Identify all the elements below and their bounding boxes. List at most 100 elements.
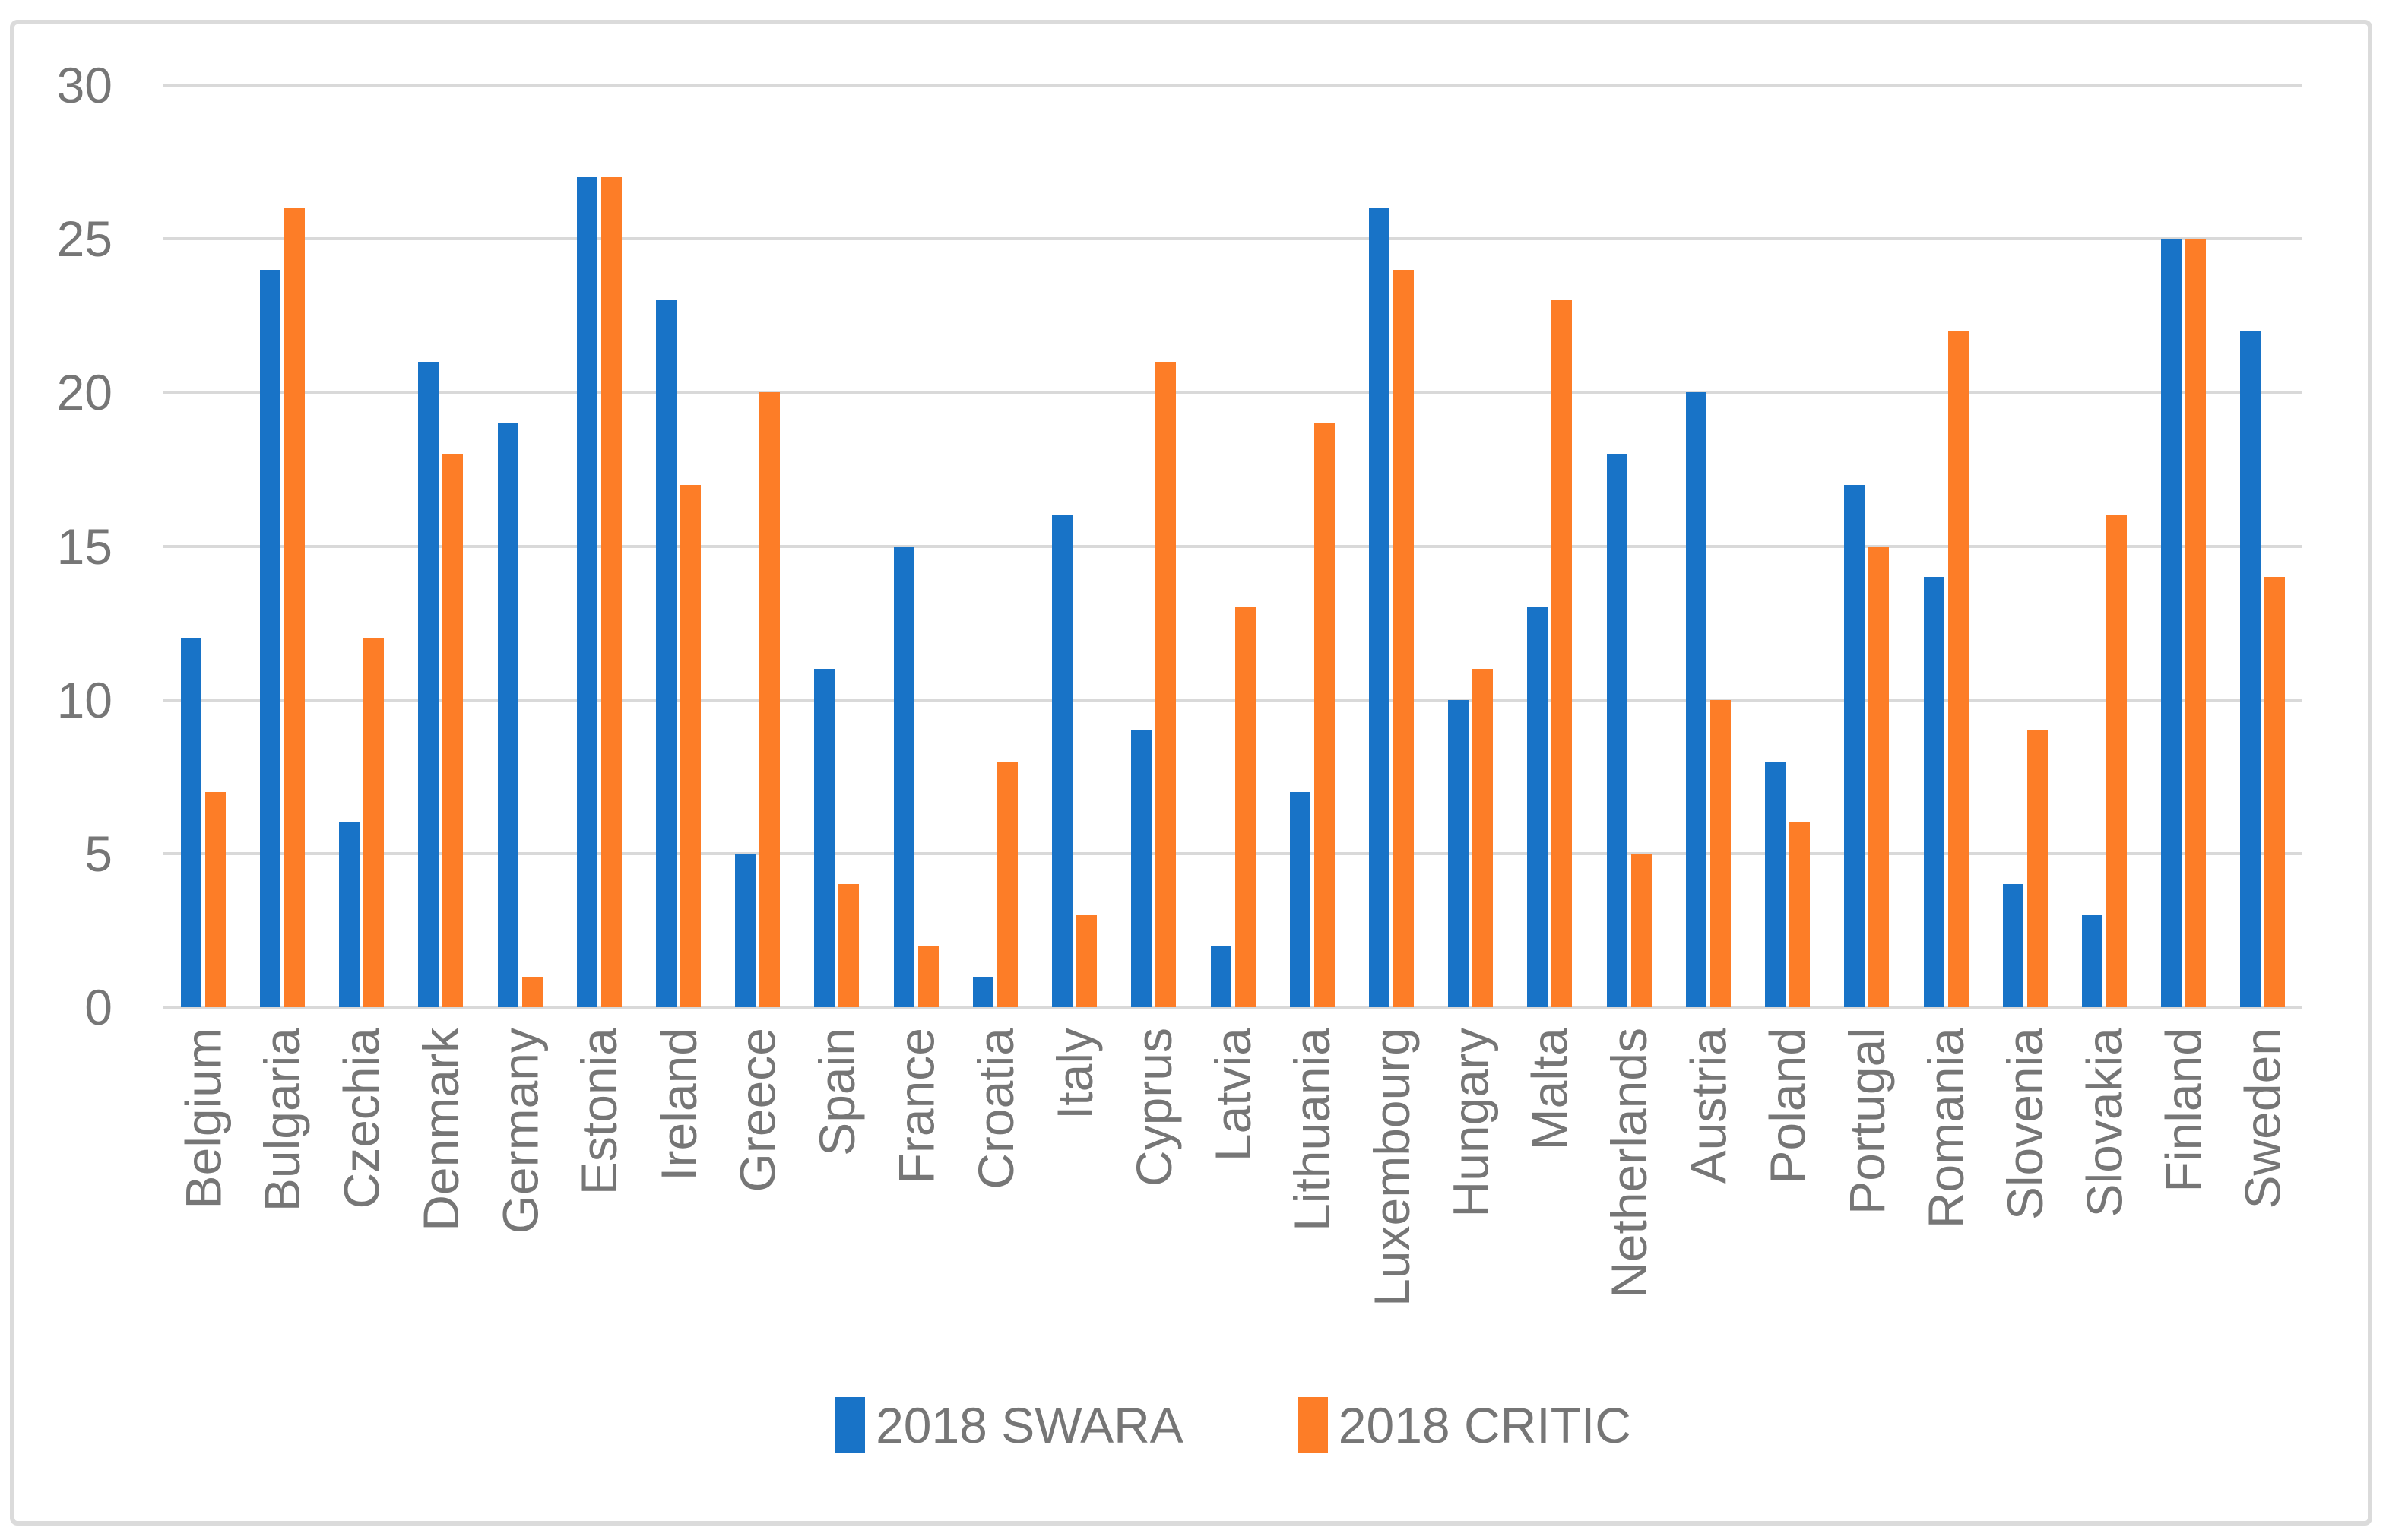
x-label-text-italy: Italy — [1046, 1028, 1103, 1120]
x-label-text-greece: Greece — [729, 1028, 786, 1193]
bar-poland-2018-critic — [1789, 822, 1811, 1007]
gridline-5 — [163, 851, 2302, 855]
bar-cyprus-2018-critic — [1155, 361, 1177, 1007]
bar-spain-2018-swara — [814, 669, 835, 1007]
bar-portugal-2018-critic — [1868, 546, 1890, 1007]
bar-finland-2018-swara — [2161, 239, 2182, 1007]
y-tick-label-30: 30 — [56, 57, 112, 113]
bar-denmark-2018-critic — [442, 454, 464, 1007]
x-label-text-portugal: Portugal — [1838, 1028, 1895, 1215]
bar-austria-2018-swara — [1685, 392, 1706, 1007]
bar-malta-2018-critic — [1551, 300, 1573, 1007]
gridline-25 — [163, 237, 2302, 241]
x-label-text-bulgaria: Bulgaria — [254, 1028, 311, 1212]
bar-slovenia-2018-swara — [2002, 884, 2023, 1007]
bar-slovenia-2018-critic — [2026, 730, 2048, 1007]
gridline-15 — [163, 544, 2302, 548]
bar-ireland-2018-swara — [655, 300, 677, 1007]
legend: 2018 SWARA 2018 CRITIC — [163, 1397, 2302, 1453]
x-label-text-poland: Poland — [1759, 1028, 1816, 1184]
bar-slovakia-2018-critic — [2106, 515, 2127, 1007]
bar-austria-2018-critic — [1709, 699, 1731, 1007]
y-tick-label-20: 20 — [56, 364, 112, 421]
y-axis: 0 5 10 15 20 25 30 — [0, 60, 112, 1032]
legend-label-2018-swara: 2018 SWARA — [876, 1397, 1183, 1453]
y-tick-label-0: 0 — [84, 979, 112, 1035]
bar-poland-2018-swara — [1765, 761, 1786, 1007]
bar-luxembourg-2018-swara — [1368, 208, 1389, 1007]
x-label-text-finland: Finland — [2155, 1028, 2212, 1193]
bar-slovakia-2018-swara — [2081, 914, 2102, 1007]
bar-bulgaria-2018-swara — [259, 269, 280, 1007]
x-label-text-france: France — [888, 1028, 945, 1184]
gridline-20 — [163, 391, 2302, 395]
x-label-text-spain: Spain — [808, 1028, 865, 1156]
bar-netherlands-2018-swara — [1606, 454, 1627, 1007]
bar-finland-2018-critic — [2185, 239, 2207, 1007]
bar-hungary-2018-critic — [1472, 669, 1494, 1007]
bar-italy-2018-swara — [1052, 515, 1073, 1007]
x-label-text-austria: Austria — [1680, 1028, 1737, 1184]
x-label-text-ireland: Ireland — [650, 1028, 707, 1181]
gridline-10 — [163, 698, 2302, 702]
x-label-text-cyprus: Cyprus — [1125, 1028, 1182, 1187]
x-label-text-sweden: Sweden — [2234, 1028, 2291, 1209]
x-label-text-malta: Malta — [1521, 1028, 1578, 1151]
bar-czechia-2018-critic — [363, 638, 385, 1007]
gridline-30 — [163, 84, 2302, 87]
x-label-text-latvia: Latvia — [1205, 1028, 1261, 1162]
bar-luxembourg-2018-critic — [1393, 269, 1414, 1007]
x-label-text-romania: Romania — [1918, 1028, 1974, 1229]
bar-sweden-2018-swara — [2240, 331, 2261, 1007]
bar-ireland-2018-critic — [680, 484, 701, 1007]
y-tick-label-15: 15 — [56, 518, 112, 575]
bar-latvia-2018-swara — [1210, 946, 1231, 1007]
bar-cyprus-2018-swara — [1131, 730, 1152, 1007]
x-label-text-luxembourg: Luxembourg — [1363, 1028, 1420, 1307]
bar-malta-2018-swara — [1527, 607, 1548, 1007]
bar-lithuania-2018-swara — [1289, 791, 1310, 1007]
legend-swatch-2018-swara — [835, 1397, 866, 1453]
bar-estonia-2018-critic — [600, 177, 622, 1007]
bar-germany-2018-critic — [521, 976, 543, 1007]
x-label-text-czechia: Czechia — [333, 1028, 390, 1209]
legend-item-2018-critic: 2018 CRITIC — [1297, 1397, 1631, 1453]
x-label-text-belgium: Belgium — [175, 1028, 232, 1209]
plot-area — [163, 84, 2302, 1009]
bar-belgium-2018-critic — [204, 791, 226, 1007]
bar-hungary-2018-swara — [1448, 699, 1469, 1007]
bar-netherlands-2018-critic — [1630, 853, 1652, 1007]
x-axis: Belgium Bulgaria Czechia Denmark Germany Esto… — [163, 1028, 2302, 1453]
bar-greece-2018-swara — [735, 853, 756, 1007]
bar-france-2018-critic — [917, 946, 939, 1007]
bar-lithuania-2018-critic — [1313, 423, 1335, 1007]
legend-swatch-2018-critic — [1297, 1397, 1328, 1453]
bar-spain-2018-critic — [838, 884, 860, 1007]
y-tick-label-10: 10 — [56, 671, 112, 728]
x-label-text-germany: Germany — [492, 1028, 548, 1234]
bar-estonia-2018-swara — [576, 177, 597, 1007]
bar-latvia-2018-critic — [1234, 607, 1256, 1007]
gridline-0 — [163, 1006, 2302, 1009]
bar-italy-2018-critic — [1076, 914, 1098, 1007]
bar-croatia-2018-critic — [997, 761, 1018, 1007]
y-tick-label-5: 5 — [84, 825, 112, 882]
bar-czechia-2018-swara — [339, 822, 360, 1007]
x-label-text-estonia: Estonia — [571, 1028, 628, 1196]
legend-item-2018-swara: 2018 SWARA — [835, 1397, 1183, 1453]
bar-romania-2018-swara — [1923, 576, 1944, 1007]
y-tick-label-25: 25 — [56, 211, 112, 268]
x-label-text-netherlands: Netherlands — [1601, 1028, 1658, 1298]
x-label-text-slovenia: Slovenia — [1997, 1028, 2054, 1221]
bar-france-2018-swara — [893, 546, 914, 1007]
bar-denmark-2018-swara — [418, 361, 439, 1007]
x-label-text-denmark: Denmark — [412, 1028, 469, 1231]
bar-sweden-2018-critic — [2264, 576, 2286, 1007]
bar-greece-2018-critic — [759, 392, 781, 1007]
bar-bulgaria-2018-critic — [284, 208, 305, 1007]
x-label-text-croatia: Croatia — [967, 1028, 1024, 1190]
bar-germany-2018-swara — [497, 423, 518, 1007]
bar-romania-2018-critic — [1947, 331, 1969, 1007]
bar-croatia-2018-swara — [972, 976, 993, 1007]
bar-belgium-2018-swara — [180, 638, 201, 1007]
